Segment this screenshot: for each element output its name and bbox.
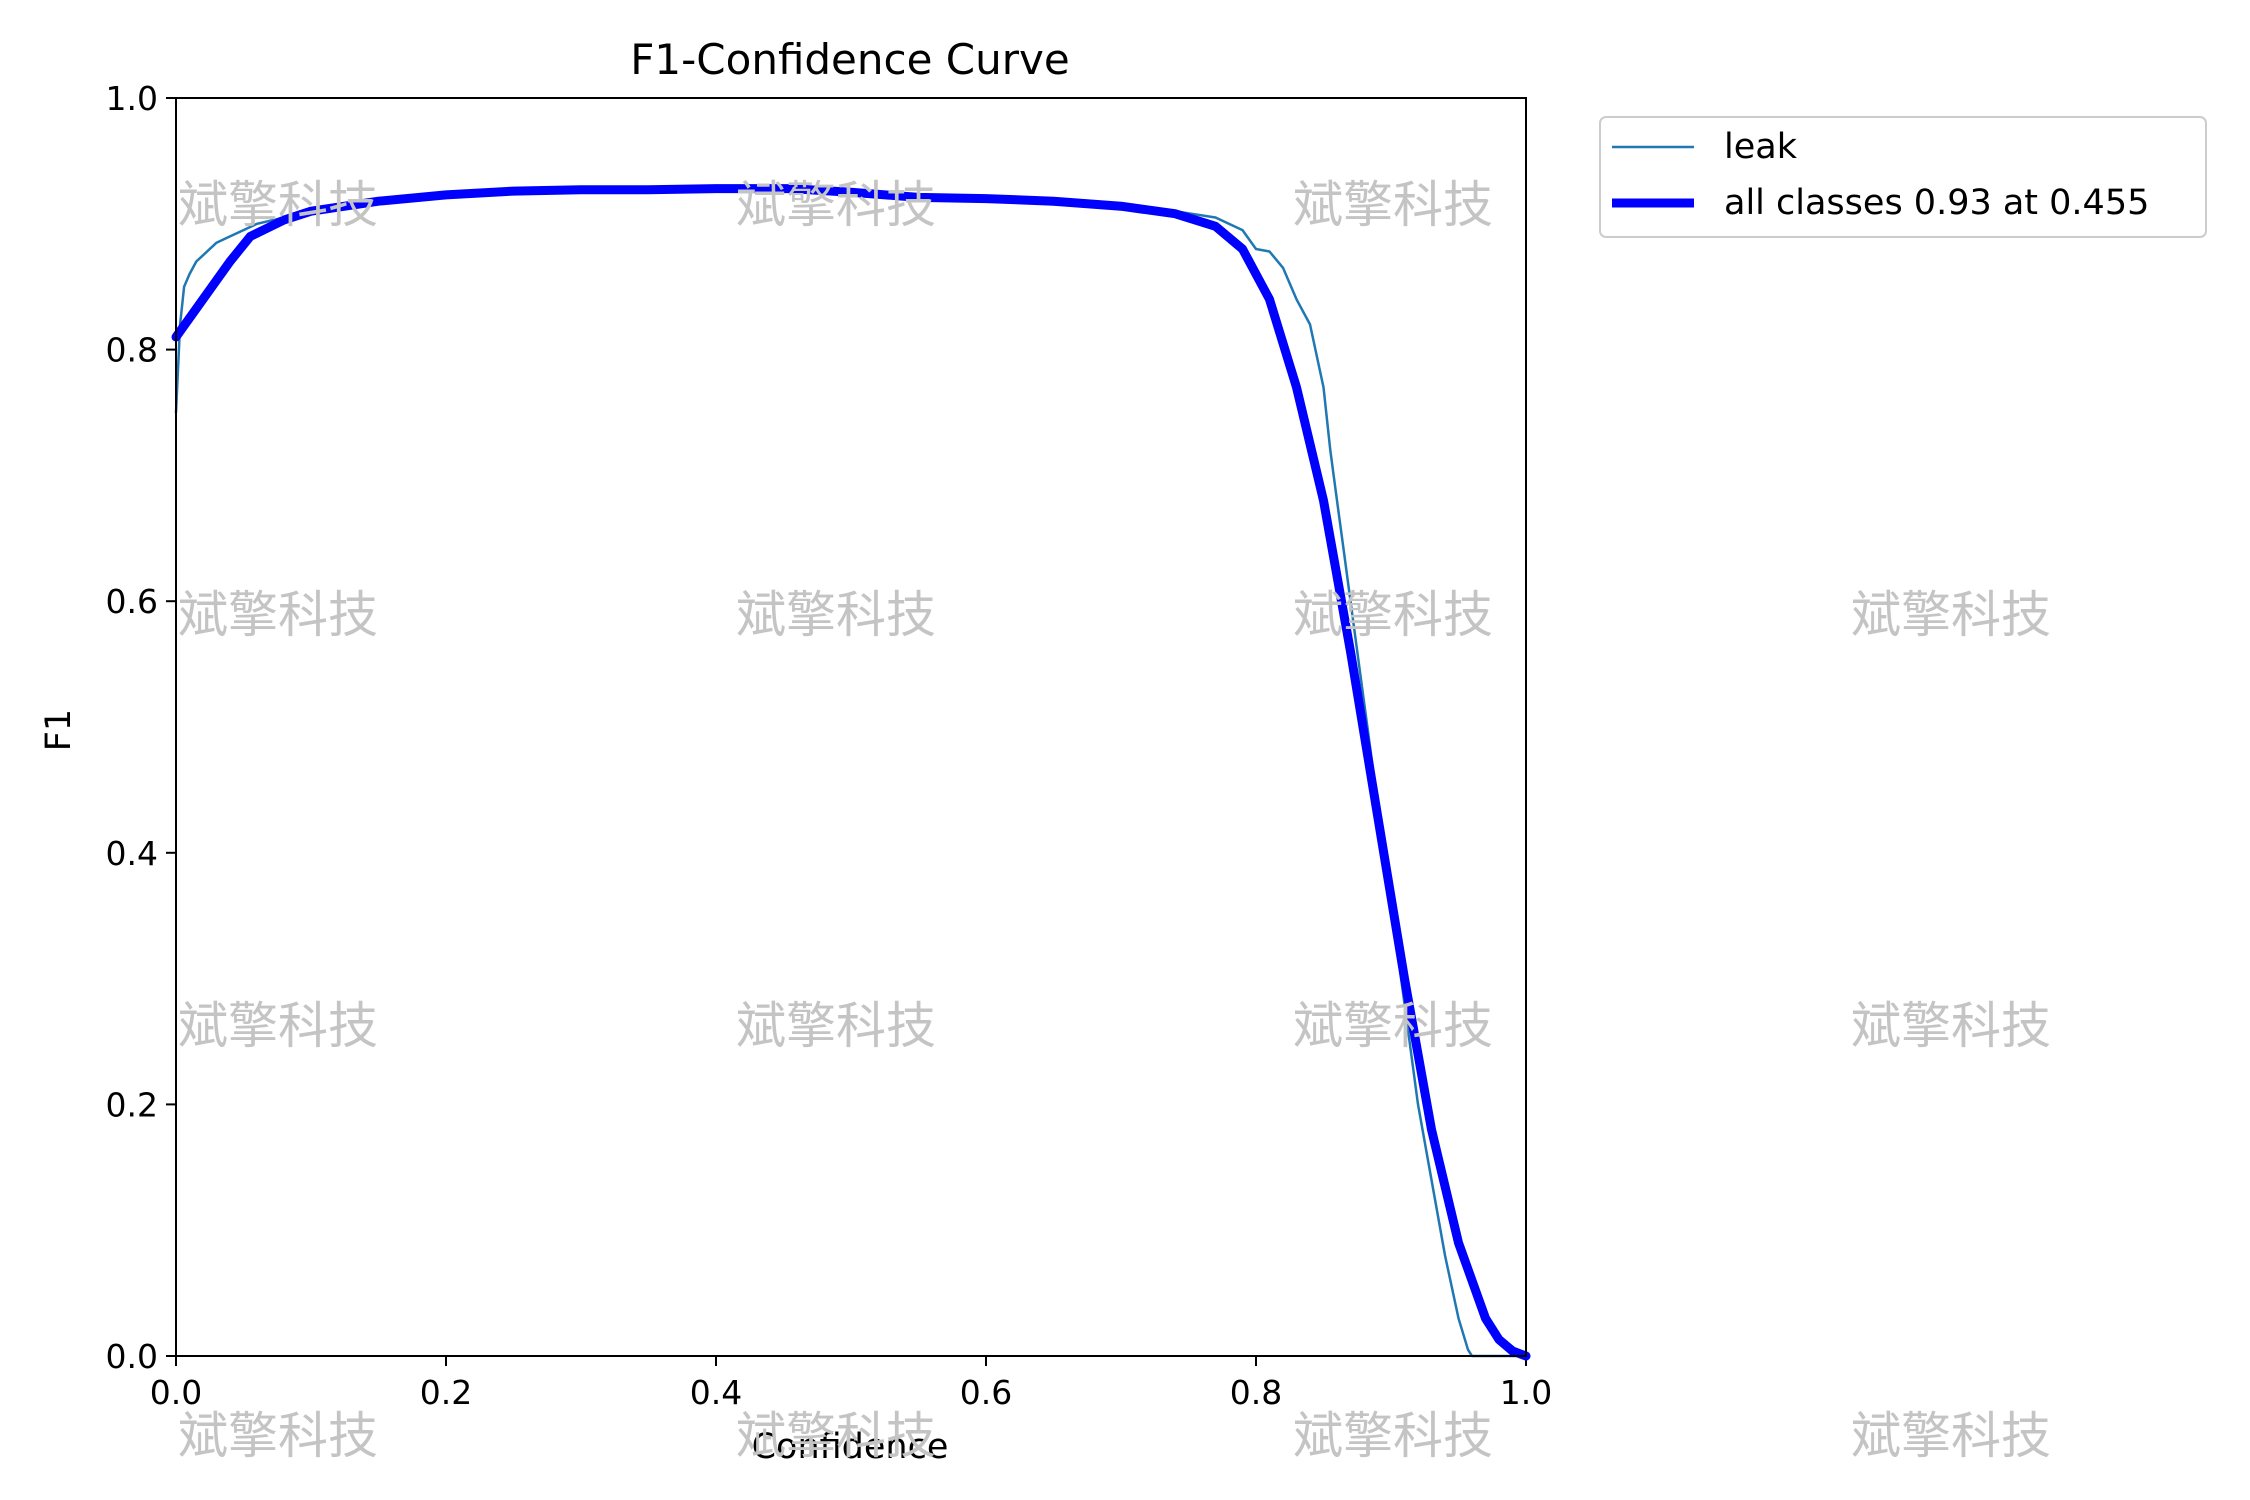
watermark-text: 斌擎科技 xyxy=(1851,1407,2051,1465)
watermark-text: 斌擎科技 xyxy=(736,176,936,234)
watermark-text: 斌擎科技 xyxy=(1293,1407,1493,1465)
x-tick-label: 0.4 xyxy=(690,1373,742,1412)
y-axis-title: F1 xyxy=(39,709,79,751)
watermark-text: 斌擎科技 xyxy=(178,176,378,234)
x-axis-ticks: 0.0 0.2 0.4 0.6 0.8 1.0 xyxy=(150,1356,1552,1412)
y-tick-label: 0.6 xyxy=(106,582,158,621)
watermark-text: 斌擎科技 xyxy=(178,1407,378,1465)
watermark-text: 斌擎科技 xyxy=(736,997,936,1055)
watermark-text: 斌擎科技 xyxy=(1293,176,1493,234)
x-tick-label: 0.6 xyxy=(960,1373,1012,1412)
y-tick-label: 0.4 xyxy=(106,834,158,873)
series-line-leak xyxy=(174,186,1528,1358)
watermark-text: 斌擎科技 xyxy=(1293,586,1493,644)
legend: leak all classes 0.93 at 0.455 xyxy=(1599,116,2207,238)
legend-label-leak: leak xyxy=(1724,127,1798,167)
y-tick-label: 0.0 xyxy=(106,1337,158,1376)
legend-box xyxy=(1599,116,2207,238)
legend-label-all-classes: all classes 0.93 at 0.455 xyxy=(1724,183,2149,223)
x-axis-title: Confidence xyxy=(752,1427,949,1467)
x-tick-label: 0.2 xyxy=(420,1373,472,1412)
y-tick-label: 1.0 xyxy=(106,79,158,118)
y-tick-label: 0.2 xyxy=(106,1085,158,1124)
series-line-all-classes xyxy=(171,184,1531,1361)
watermark-text: 斌擎科技 xyxy=(178,586,378,644)
watermark-text: 斌擎科技 xyxy=(736,586,936,644)
y-axis-ticks: 0.0 0.2 0.4 0.6 0.8 1.0 xyxy=(106,79,176,1376)
series-layer xyxy=(171,184,1531,1361)
plot-frame xyxy=(175,97,1527,1357)
x-tick-label: 0.8 xyxy=(1230,1373,1282,1412)
watermark-text: 斌擎科技 xyxy=(1851,997,2051,1055)
y-tick-label: 0.8 xyxy=(106,331,158,370)
chart-title: F1-Confidence Curve xyxy=(630,35,1069,84)
x-tick-label: 0.0 xyxy=(150,1373,202,1412)
watermark-text: 斌擎科技 xyxy=(1293,997,1493,1055)
watermark-text: 斌擎科技 xyxy=(178,997,378,1055)
watermark-text: 斌擎科技 xyxy=(1851,586,2051,644)
x-tick-label: 1.0 xyxy=(1500,1373,1552,1412)
watermark-text: 斌擎科技 xyxy=(736,1407,936,1465)
